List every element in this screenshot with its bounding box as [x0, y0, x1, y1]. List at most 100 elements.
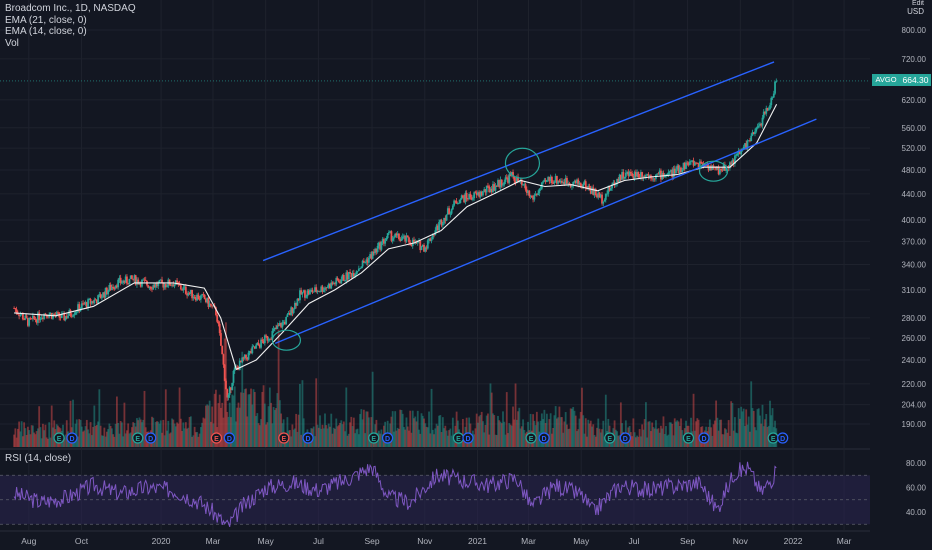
- time-axis[interactable]: Aug Oct 2020 Mar May Jul Sep Nov 2021 Mar May Jul Se…: [21, 536, 851, 546]
- candle-body: [435, 225, 438, 231]
- volume-bar: [299, 383, 301, 447]
- earnings-marker: [210, 432, 223, 444]
- candle-body: [128, 278, 131, 285]
- candle-body: [304, 290, 306, 298]
- candle-body: [227, 394, 230, 398]
- volume-bar: [241, 351, 244, 447]
- candle-body: [543, 179, 546, 182]
- volume-bar: [771, 408, 774, 447]
- candle-body: [380, 242, 383, 250]
- ema-14-legend[interactable]: EMA (14, close, 0): [5, 26, 87, 37]
- volume-bar: [505, 392, 508, 447]
- candle-body: [584, 181, 587, 189]
- candle-body: [440, 220, 443, 226]
- volume-bar: [88, 433, 91, 447]
- volume-bar: [455, 411, 458, 447]
- volume-bar: [740, 406, 743, 447]
- volume-bar: [713, 420, 716, 447]
- candle-body: [545, 180, 548, 182]
- volume-bar: [576, 431, 578, 447]
- volume-bar: [122, 436, 125, 447]
- candle-body: [725, 166, 728, 171]
- volume-bar: [199, 427, 202, 447]
- candle-body: [78, 304, 81, 312]
- volume-legend[interactable]: Vol: [5, 37, 19, 49]
- candle-body: [126, 276, 128, 284]
- candle-body: [65, 316, 68, 319]
- volume-bar: [100, 435, 103, 447]
- volume-bar: [334, 428, 336, 447]
- candle-body: [90, 301, 93, 304]
- candle-body: [270, 338, 272, 340]
- candle-body: [113, 288, 116, 289]
- price-tick-label: 480.00: [902, 166, 927, 175]
- currency-label[interactable]: Edit USD: [907, 0, 924, 16]
- ema-21-legend[interactable]: EMA (21, close, 0): [5, 14, 87, 26]
- earnings-marker-letter: E: [57, 436, 62, 443]
- volume-bar: [128, 433, 131, 447]
- volume-bar: [393, 431, 395, 447]
- candle-body: [678, 167, 681, 174]
- candle-body: [438, 222, 440, 231]
- volume-bar: [474, 428, 477, 447]
- volume-bar: [107, 429, 110, 447]
- channel-lines[interactable]: [262, 61, 817, 345]
- candle-body: [459, 199, 462, 203]
- candle-body: [34, 318, 37, 320]
- volume-bar: [502, 411, 504, 447]
- ticker-tag: AVGO: [872, 74, 900, 86]
- volume-bar: [357, 434, 360, 447]
- candle-body: [666, 173, 669, 176]
- candle-body: [648, 175, 651, 177]
- candle-body: [419, 241, 422, 251]
- rsi-legend[interactable]: RSI (14, close): [5, 453, 72, 464]
- candle-body: [151, 288, 153, 290]
- volume-bar: [465, 417, 468, 447]
- candle-body: [349, 272, 351, 274]
- dividend-marker: [777, 432, 789, 444]
- volume-bar: [696, 418, 699, 447]
- time-tick-label: Mar: [521, 536, 536, 546]
- candle-body: [456, 203, 459, 205]
- candle-body: [226, 389, 229, 398]
- candle-body: [692, 160, 695, 166]
- volume-bar: [45, 437, 48, 447]
- volume-bar: [84, 426, 87, 447]
- symbol-title[interactable]: Broadcom Inc., 1D, NASDAQ: [5, 3, 136, 14]
- candle-body: [184, 286, 187, 294]
- candle-body: [472, 198, 474, 200]
- dividend-marker: [619, 432, 631, 444]
- circle-annotation: [504, 147, 541, 179]
- volume-bar: [173, 423, 176, 447]
- candle-body: [761, 117, 764, 126]
- volume-bar: [121, 422, 123, 447]
- candle-body: [252, 346, 255, 348]
- candle-body: [321, 286, 324, 292]
- candle-body: [395, 233, 398, 236]
- volume-bar: [19, 431, 22, 447]
- candle-body: [263, 335, 266, 344]
- candle-body: [236, 366, 239, 368]
- dividend-marker-letter: D: [148, 436, 153, 443]
- candle-body: [21, 313, 24, 320]
- candle-body: [105, 287, 108, 295]
- candle-body: [430, 239, 433, 241]
- candle-body: [133, 275, 136, 280]
- candle-body: [102, 292, 105, 298]
- candle-body: [376, 245, 379, 253]
- candle-body: [744, 143, 746, 147]
- candle-body: [463, 197, 466, 203]
- candle-body: [717, 166, 720, 175]
- candle-body: [769, 105, 771, 110]
- volume-bar: [444, 425, 447, 447]
- volume-bar: [102, 435, 105, 447]
- volume-bar: [543, 409, 546, 447]
- price-axis[interactable]: 190.00 204.00 220.00 240.00 260.00 280.00 310.…: [870, 0, 932, 550]
- candle-body: [688, 161, 691, 165]
- volume-bar: [597, 418, 600, 447]
- volume-bar: [522, 419, 524, 447]
- circle-annotations[interactable]: [271, 147, 729, 351]
- volume-bar: [354, 433, 356, 447]
